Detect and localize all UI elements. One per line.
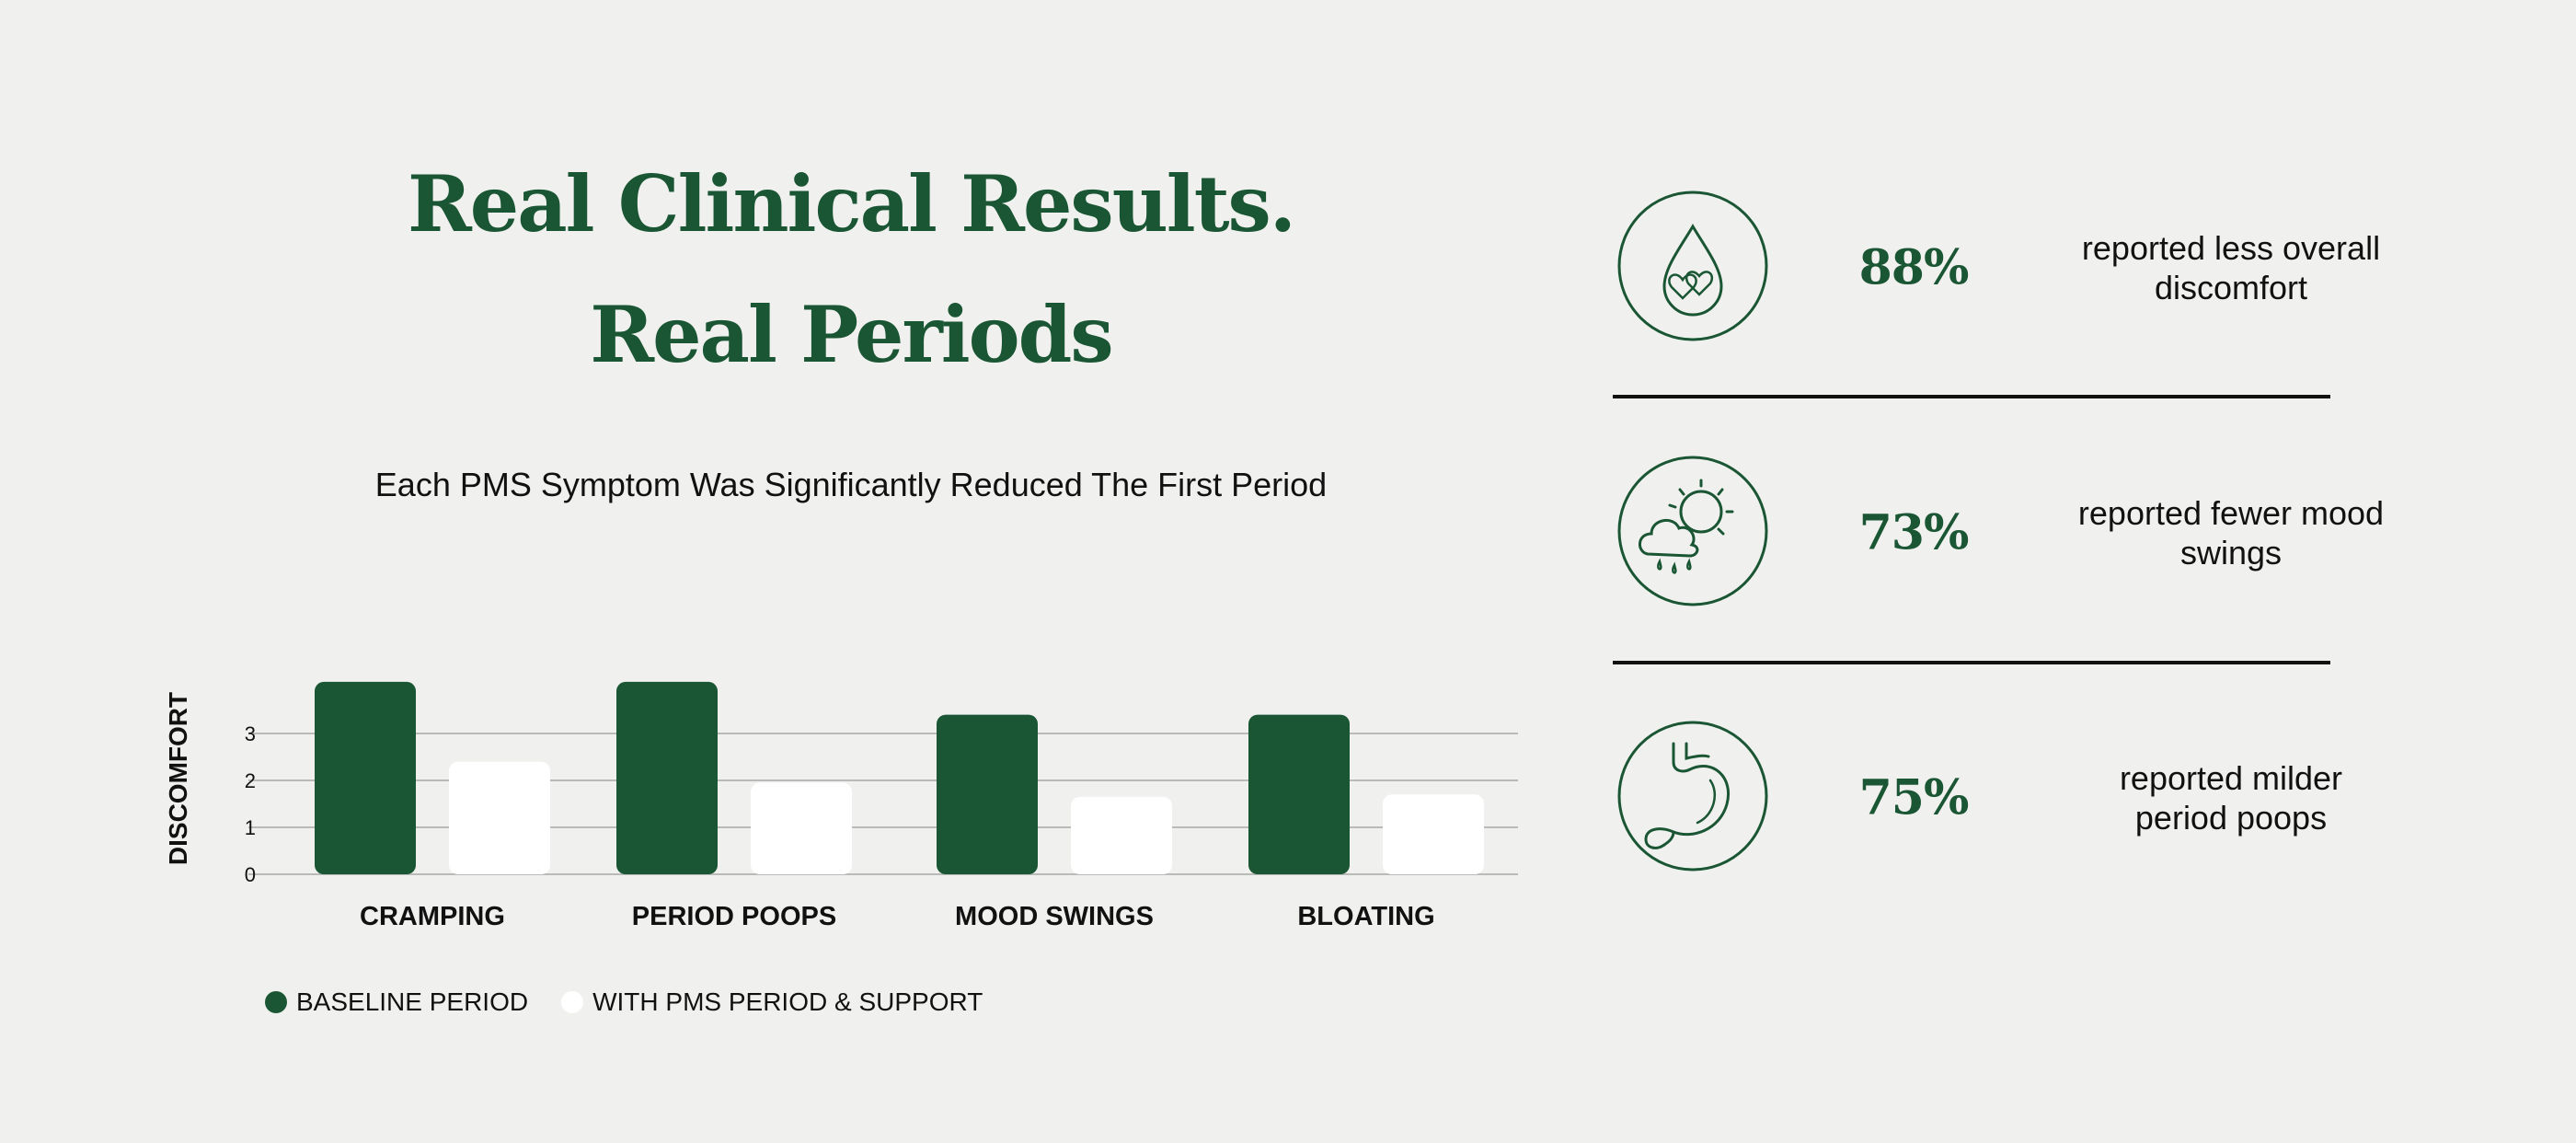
divider [1613, 661, 2330, 664]
x-tick-label: BLOATING [1297, 902, 1434, 931]
stat-percent: 88% [1858, 239, 1970, 296]
y-tick-label: 3 [245, 722, 256, 745]
stat-description: reported fewer mood swings [1978, 493, 2484, 572]
sun-cloud-rain-icon [1617, 456, 1768, 606]
stat-row-discomfort: 88% reported less overall discomfort [1610, 190, 2380, 346]
bar-baseline [937, 714, 1038, 874]
stat-description-line-1: reported less overall [2081, 229, 2381, 267]
bar-support [1071, 796, 1172, 874]
stat-description-line-2: discomfort [2154, 269, 2308, 306]
legend-swatch-support [561, 991, 584, 1013]
bar-baseline [616, 681, 718, 874]
stat-row-mood-swings: 73% reported fewer mood swings [1610, 455, 2384, 611]
y-tick-label: 1 [245, 816, 256, 839]
blood-drop-hearts-icon [1617, 190, 1768, 341]
stat-description: reported milder period poops [1978, 758, 2484, 837]
bar-support [751, 782, 852, 874]
legend-label-baseline: BASELINE PERIOD [296, 987, 529, 1016]
stat-description: reported less overall discomfort [1978, 228, 2484, 307]
x-tick-label: CRAMPING [360, 902, 505, 931]
bar-chart: DISCOMFORT 0 1 2 3 CRAMPING PERIOD POOPS MOOD S… [164, 681, 1518, 931]
stat-row-period-poops: 75% reported milder period poops [1610, 720, 2342, 876]
stat-description-line-2: swings [2179, 534, 2283, 572]
legend-swatch-baseline [265, 991, 287, 1013]
chart-subtitle: Each PMS Symptom Was Significantly Reduc… [374, 466, 1328, 503]
headline-line-2: Real Periods [590, 289, 1113, 380]
stomach-icon [1617, 721, 1768, 872]
divider [1613, 395, 2330, 398]
x-tick-label: MOOD SWINGS [955, 902, 1154, 931]
stat-description-line-1: reported milder [2119, 759, 2343, 797]
legend-item-support: WITH PMS PERIOD & SUPPORT [561, 987, 983, 1017]
bar-baseline [1248, 714, 1350, 874]
y-axis-label: DISCOMFORT [164, 692, 192, 865]
legend-item-baseline: BASELINE PERIOD [265, 987, 528, 1017]
y-tick-label: 2 [245, 769, 256, 792]
bar-support [449, 761, 550, 874]
bar-support [1383, 794, 1484, 874]
x-tick-label: PERIOD POOPS [632, 902, 836, 931]
stat-description-line-2: period poops [2134, 799, 2328, 837]
stat-percent: 75% [1858, 769, 1970, 826]
headline-line-1: Real Clinical Results. [407, 158, 1296, 249]
y-tick-label: 0 [245, 863, 256, 886]
chart-legend: BASELINE PERIOD WITH PMS PERIOD & SUPPOR… [265, 987, 1016, 1017]
stat-description-line-1: reported fewer mood [2077, 494, 2385, 532]
bar-baseline [315, 681, 416, 874]
stat-percent: 73% [1858, 504, 1970, 561]
legend-label-support: WITH PMS PERIOD & SUPPORT [592, 987, 983, 1016]
